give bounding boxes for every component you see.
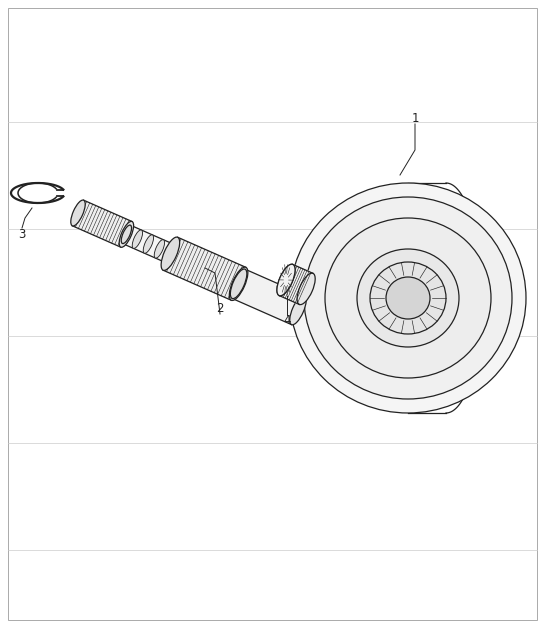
Polygon shape — [72, 200, 132, 247]
Ellipse shape — [290, 183, 526, 413]
Ellipse shape — [277, 264, 295, 296]
Ellipse shape — [297, 273, 315, 305]
Polygon shape — [232, 269, 305, 325]
Ellipse shape — [290, 295, 306, 325]
Ellipse shape — [143, 235, 154, 253]
Text: 2: 2 — [216, 301, 224, 315]
Ellipse shape — [119, 222, 134, 247]
Polygon shape — [163, 237, 246, 300]
Ellipse shape — [154, 240, 165, 258]
Ellipse shape — [132, 230, 143, 249]
Ellipse shape — [277, 264, 295, 296]
Text: 4: 4 — [283, 315, 290, 327]
Ellipse shape — [71, 200, 85, 226]
Ellipse shape — [370, 262, 446, 334]
Polygon shape — [279, 264, 313, 305]
Ellipse shape — [386, 277, 430, 319]
Ellipse shape — [325, 218, 491, 378]
Ellipse shape — [229, 267, 248, 300]
Polygon shape — [123, 225, 174, 263]
Text: 1: 1 — [411, 112, 419, 124]
Ellipse shape — [165, 244, 175, 263]
Ellipse shape — [231, 269, 247, 299]
Ellipse shape — [121, 225, 131, 244]
Ellipse shape — [357, 249, 459, 347]
Ellipse shape — [161, 237, 180, 271]
Ellipse shape — [304, 197, 512, 399]
Text: 3: 3 — [19, 229, 26, 242]
